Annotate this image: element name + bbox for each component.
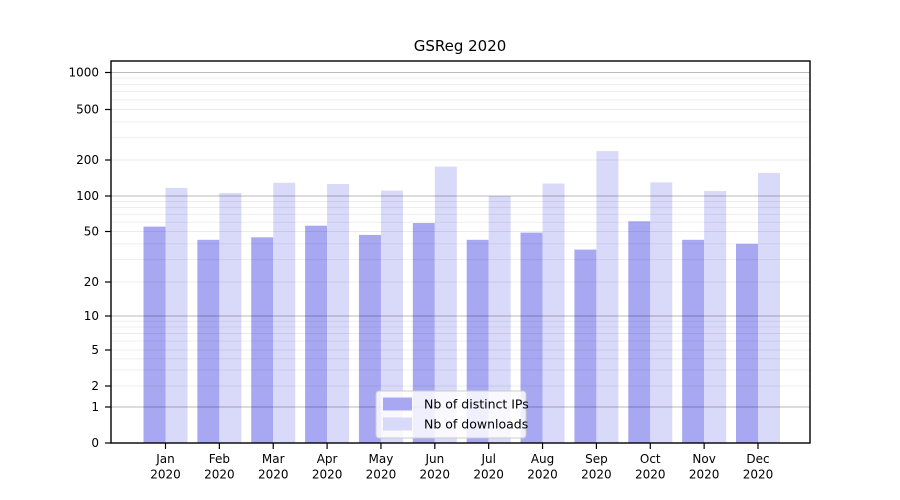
x-tick-label-month: Feb: [209, 452, 230, 466]
x-tick-label-month: Nov: [692, 452, 715, 466]
legend-label-downloads: Nb of downloads: [424, 417, 528, 432]
x-tick-label-month: Sep: [585, 452, 608, 466]
y-tick-label: 0: [91, 436, 99, 450]
x-axis: Jan 2020 Feb 2020 Mar 2020 Apr 2020 May 2020 Jun 20…: [150, 443, 773, 482]
bar-nb-of-downloads-sep-2020: [596, 151, 619, 443]
y-tick-label: 500: [76, 103, 99, 117]
bar-nb-of-downloads-jul-2020: [488, 196, 511, 443]
x-tick-label-year: 2020: [150, 468, 181, 482]
bar-nb-of-distinct-ips-sep-2020: [574, 249, 597, 443]
y-tick-label: 20: [84, 275, 99, 289]
bar-nb-of-downloads-dec-2020: [758, 172, 780, 443]
y-tick-label: 1000: [68, 66, 99, 80]
bar-nb-of-distinct-ips-nov-2020: [682, 239, 705, 443]
chart-title: GSReg 2020: [414, 37, 507, 55]
x-tick-label-month: Oct: [640, 452, 661, 466]
x-tick-label-month: Dec: [746, 452, 769, 466]
x-tick-label-month: Jul: [480, 452, 495, 466]
bar-nb-of-downloads-jan-2020: [165, 187, 188, 443]
y-tick-label: 50: [84, 225, 99, 239]
bar-nb-of-downloads-aug-2020: [542, 183, 565, 443]
y-tick-label: 200: [76, 153, 99, 167]
bar-nb-of-distinct-ips-may-2020: [358, 234, 381, 443]
bar-nb-of-downloads-jun-2020: [434, 166, 457, 443]
x-tick-label-month: Jan: [155, 452, 175, 466]
x-tick-label-year: 2020: [312, 468, 343, 482]
x-tick-label-year: 2020: [527, 468, 558, 482]
x-tick-label-year: 2020: [258, 468, 289, 482]
bar-nb-of-downloads-nov-2020: [704, 191, 727, 443]
legend-label-distinct-ips: Nb of distinct IPs: [424, 397, 529, 412]
bar-nb-of-downloads-feb-2020: [219, 192, 242, 443]
x-tick-label-year: 2020: [689, 468, 720, 482]
grid-layer: [111, 72, 810, 408]
x-tick-label-month: Mar: [262, 452, 285, 466]
bar-nb-of-downloads-may-2020: [380, 190, 403, 443]
x-tick-label-month: Apr: [317, 452, 338, 466]
y-tick-label: 1: [91, 400, 99, 414]
bar-nb-of-distinct-ips-jun-2020: [412, 223, 435, 443]
y-tick-label: 100: [76, 189, 99, 203]
x-tick-label-month: Aug: [531, 452, 554, 466]
x-tick-label-year: 2020: [473, 468, 504, 482]
y-axis: 0 1 2 5 10 20 50 100 200 500 1000: [68, 66, 111, 450]
legend-swatch-distinct-ips: [383, 397, 412, 411]
bar-nb-of-distinct-ips-dec-2020: [736, 243, 758, 443]
legend: Nb of distinct IPs Nb of downloads: [375, 390, 529, 439]
y-tick-label: 10: [84, 309, 99, 323]
y-tick-label: 2: [91, 379, 99, 393]
legend-box: [375, 390, 527, 439]
x-tick-label-year: 2020: [635, 468, 666, 482]
x-tick-label-month: May: [369, 452, 394, 466]
bar-nb-of-distinct-ips-apr-2020: [305, 225, 328, 443]
bar-nb-of-distinct-ips-oct-2020: [628, 221, 651, 443]
plot-frame: [110, 60, 811, 444]
bar-nb-of-downloads-apr-2020: [327, 183, 350, 443]
x-tick-label-month: Jun: [424, 452, 444, 466]
x-tick-label-year: 2020: [743, 468, 774, 482]
x-tick-label-year: 2020: [366, 468, 397, 482]
y-tick-label: 5: [91, 343, 99, 357]
bar-nb-of-downloads-oct-2020: [650, 182, 673, 443]
bar-nb-of-distinct-ips-feb-2020: [197, 239, 220, 443]
bar-nb-of-distinct-ips-jan-2020: [143, 226, 166, 443]
bar-nb-of-downloads-mar-2020: [273, 182, 296, 443]
x-tick-label-year: 2020: [420, 468, 451, 482]
bar-nb-of-distinct-ips-mar-2020: [251, 237, 274, 443]
x-tick-label-year: 2020: [581, 468, 612, 482]
bar-nb-of-distinct-ips-aug-2020: [520, 232, 543, 443]
legend-swatch-downloads: [383, 417, 412, 431]
x-tick-label-year: 2020: [204, 468, 235, 482]
